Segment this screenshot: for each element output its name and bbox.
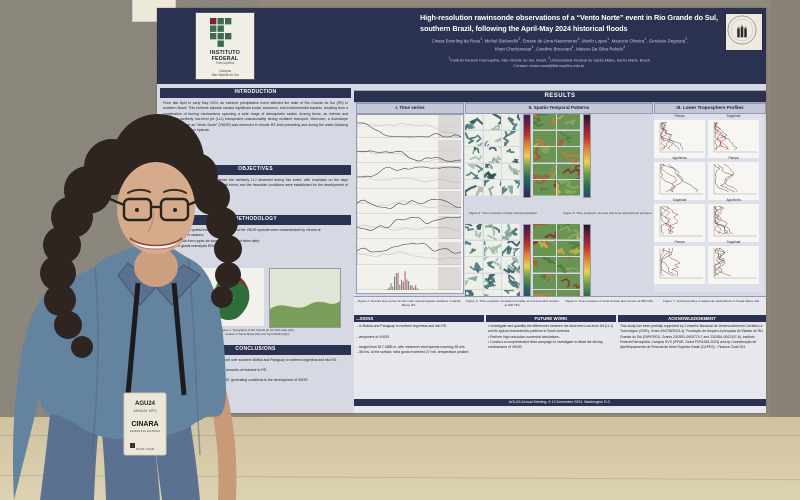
- svg-text:IFFAR / UFSM: IFFAR / UFSM: [136, 447, 155, 451]
- svg-text:AGU24: AGU24: [135, 401, 156, 407]
- svg-text:ANNUAL MTG: ANNUAL MTG: [133, 409, 157, 413]
- svg-text:CINARA: CINARA: [131, 421, 158, 428]
- svg-text:EWERLING DA ROSA: EWERLING DA ROSA: [130, 429, 160, 433]
